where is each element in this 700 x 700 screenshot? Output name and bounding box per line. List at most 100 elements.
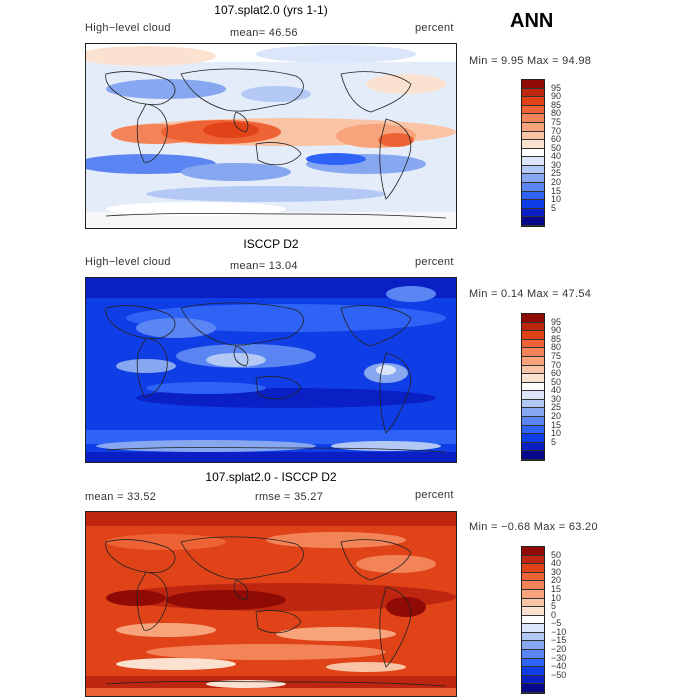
colorbar-swatch — [522, 564, 544, 573]
colorbar-swatch — [522, 451, 544, 460]
panel-3-rmse: rmse = 35.27 — [255, 491, 324, 503]
colorbar-tick-label: 70 — [551, 125, 562, 136]
colorbar-tick-label: 50 — [551, 376, 562, 387]
colorbar-swatch — [522, 684, 544, 693]
colorbar-tick-label: 85 — [551, 99, 562, 110]
colorbar-swatch — [522, 365, 544, 375]
colorbar-tick-label: 15 — [551, 185, 562, 196]
panel-3-mean: mean = 33.52 — [85, 491, 157, 503]
colorbar-swatch — [522, 322, 544, 332]
colorbar-tick-label: 30 — [551, 393, 562, 404]
colorbar-swatch — [522, 598, 544, 608]
colorbar-tick-label: −50 — [551, 669, 567, 680]
colorbar-swatch — [522, 615, 544, 625]
panel-2-title: ISCCP D2 — [243, 237, 299, 251]
colorbar-tick-label: 75 — [551, 350, 562, 361]
colorbar-tick-label: 90 — [551, 325, 562, 336]
colorbar-swatch — [522, 374, 544, 383]
colorbar-tick-label: 60 — [551, 134, 562, 145]
panel-3-units: percent — [415, 489, 454, 501]
colorbar-swatch — [522, 200, 544, 209]
colorbar-swatch — [522, 314, 544, 323]
colorbar-swatch — [522, 589, 544, 599]
colorbar-swatch — [522, 131, 544, 141]
colorbar-tick-label: 90 — [551, 91, 562, 102]
colorbar-swatch — [522, 105, 544, 115]
colorbar-swatch — [522, 208, 544, 218]
colorbar-swatch — [522, 140, 544, 149]
colorbar-tick-label: 80 — [551, 342, 562, 353]
colorbar-tick-label: 15 — [551, 583, 562, 594]
colorbar-swatch — [522, 425, 544, 435]
panel-2-variable-label: High−level cloud — [85, 256, 171, 268]
panel-2-mean: mean= 13.04 — [230, 260, 298, 272]
colorbar-swatch — [522, 555, 544, 565]
panel-3-map — [85, 511, 457, 697]
colorbar-tick-label: 25 — [551, 168, 562, 179]
colorbar-tick-label: 5 — [551, 601, 557, 612]
colorbar-tick-label: 5 — [551, 436, 557, 447]
colorbar-tick-label: 40 — [551, 385, 562, 396]
panel-2-units: percent — [415, 256, 454, 268]
colorbar-swatch — [522, 88, 544, 98]
colorbar-swatch — [522, 174, 544, 184]
panel-2-map — [85, 277, 457, 463]
colorbar-tick-label: 30 — [551, 566, 562, 577]
colorbar-tick-label: 10 — [551, 592, 562, 603]
colorbar-swatch — [522, 658, 544, 668]
colorbar-swatch — [522, 157, 544, 166]
colorbar-swatch — [522, 165, 544, 175]
colorbar-swatch — [522, 667, 544, 676]
colorbar-tick-label: −10 — [551, 626, 567, 637]
colorbar-tick-label: 80 — [551, 108, 562, 119]
colorbar-tick-label: 50 — [551, 142, 562, 153]
colorbar-swatch — [522, 572, 544, 582]
colorbar-tick-label: 75 — [551, 116, 562, 127]
colorbar-tick-label: −5 — [551, 618, 562, 629]
colorbar-swatch — [522, 356, 544, 366]
colorbar-tick-label: 50 — [551, 549, 562, 560]
colorbar-swatch — [522, 607, 544, 616]
colorbar-swatch — [522, 382, 544, 392]
panel-1-map — [85, 43, 457, 229]
colorbar-swatch — [522, 399, 544, 409]
colorbar-swatch — [522, 148, 544, 158]
colorbar-swatch — [522, 650, 544, 659]
colorbar-swatch — [522, 391, 544, 400]
colorbar-swatch — [522, 641, 544, 651]
panel-2-field — [86, 278, 456, 462]
colorbar-swatch — [522, 348, 544, 357]
colorbar-swatch — [522, 547, 544, 556]
panel-1-colorbar — [521, 79, 545, 227]
colorbar-tick-label: 20 — [551, 575, 562, 586]
panel-1-mean: mean= 46.56 — [230, 27, 298, 39]
colorbar-swatch — [522, 114, 544, 123]
colorbar-swatch — [522, 183, 544, 192]
colorbar-swatch — [522, 80, 544, 89]
colorbar-tick-label: −15 — [551, 635, 567, 646]
colorbar-swatch — [522, 122, 544, 132]
colorbar-swatch — [522, 442, 544, 452]
colorbar-swatch — [522, 624, 544, 633]
panel-3-field — [86, 512, 456, 696]
colorbar-tick-label: 20 — [551, 411, 562, 422]
colorbar-swatch — [522, 217, 544, 226]
panel-1-units: percent — [415, 22, 454, 34]
panel-3-colorbar — [521, 546, 545, 694]
colorbar-tick-label: −20 — [551, 644, 567, 655]
colorbar-swatch — [522, 675, 544, 685]
colorbar-tick-label: 25 — [551, 402, 562, 413]
colorbar-tick-label: 15 — [551, 419, 562, 430]
colorbar-tick-label: 30 — [551, 159, 562, 170]
colorbar-tick-label: 95 — [551, 316, 562, 327]
colorbar-swatch — [522, 191, 544, 201]
colorbar-tick-label: −40 — [551, 661, 567, 672]
colorbar-tick-label: 5 — [551, 202, 557, 213]
colorbar-tick-label: 40 — [551, 558, 562, 569]
panel-3-title: 107.splat2.0 - ISCCP D2 — [205, 470, 337, 484]
colorbar-swatch — [522, 331, 544, 340]
panel-3-minmax: Min = −0.68 Max = 63.20 — [469, 521, 598, 533]
colorbar-swatch — [522, 408, 544, 418]
panel-2-colorbar — [521, 313, 545, 461]
colorbar-swatch — [522, 434, 544, 443]
